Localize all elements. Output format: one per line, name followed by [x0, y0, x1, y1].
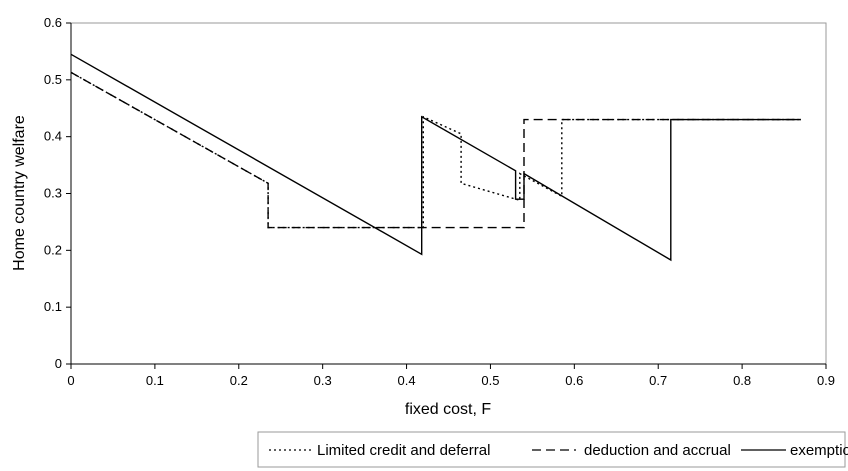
y-tick-label: 0.4: [44, 129, 62, 144]
x-tick-label: 0.1: [146, 373, 164, 388]
x-tick-label: 0.8: [733, 373, 751, 388]
legend: Limited credit and deferral deduction an…: [257, 431, 848, 468]
series-group: [70, 53, 801, 262]
x-tick-label: 0.7: [649, 373, 667, 388]
y-axis: 0 0.1 0.2 0.3 0.4 0.5 0.6: [44, 15, 72, 371]
x-tick-label: 0.5: [481, 373, 499, 388]
x-tick-label: 0: [67, 373, 74, 388]
plot-area: [70, 22, 827, 365]
y-tick-label: 0: [55, 356, 62, 371]
x-tick-label: 0.6: [565, 373, 583, 388]
series-deduction-line: [70, 71, 801, 229]
x-axis-title: fixed cost, F: [405, 401, 491, 418]
y-tick-label: 0.5: [44, 72, 62, 87]
series-exemption-line: [70, 53, 801, 262]
x-tick-label: 0.9: [817, 373, 835, 388]
series-limited-credit-line: [70, 71, 801, 229]
x-tick-label: 0.3: [314, 373, 332, 388]
x-axis: 0 0.1 0.2 0.3 0.4 0.5 0.6 0.7 0.8 0.9: [67, 363, 835, 388]
y-tick-label: 0.2: [44, 242, 62, 257]
y-axis-title: Home country welfare: [11, 115, 28, 271]
x-tick-label: 0.2: [230, 373, 248, 388]
legend-label-exemption: exemption: [790, 442, 848, 459]
y-tick-label: 0.1: [44, 299, 62, 314]
x-tick-label: 0.4: [398, 373, 416, 388]
y-tick-label: 0.3: [44, 186, 62, 201]
legend-label-limited-credit: Limited credit and deferral: [317, 442, 490, 459]
legend-label-deduction: deduction and accrual: [584, 442, 731, 459]
y-tick-label: 0.6: [44, 15, 62, 30]
